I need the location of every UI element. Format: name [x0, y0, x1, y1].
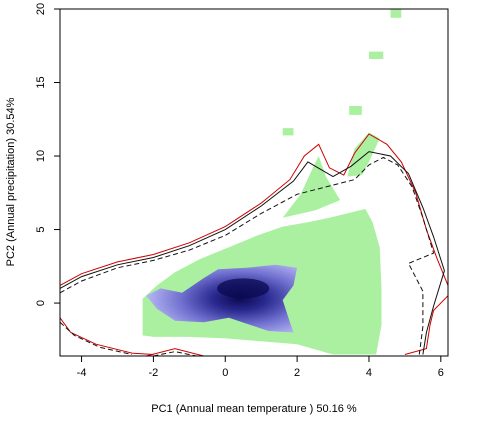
- contour-line-7: [153, 351, 197, 356]
- filled-region-2: [282, 156, 341, 218]
- x-tick-label-2: 2: [294, 367, 300, 379]
- contour-line-1: [60, 133, 448, 355]
- x-axis-label: PC1 (Annual mean temperature ) 50.16 %: [151, 403, 357, 415]
- filled-region-6: [369, 51, 384, 59]
- x-tick-label-0: 0: [222, 367, 228, 379]
- x-tick-label--4: -4: [77, 367, 87, 379]
- contour-lines: [60, 133, 448, 356]
- contour-line-4: [60, 317, 154, 355]
- density-peak: [217, 278, 270, 299]
- contour-line-3: [60, 156, 435, 355]
- x-tick-label-6: 6: [438, 367, 444, 379]
- y-tick-label-0: 0: [35, 300, 47, 306]
- x-tick-label-4: 4: [366, 367, 372, 379]
- y-tick-label-15: 15: [35, 76, 47, 88]
- filled-region-4: [282, 128, 294, 136]
- filled-region-7: [390, 9, 402, 18]
- filled-region-3: [347, 132, 380, 177]
- contour-line-6: [146, 348, 204, 356]
- plot-area: [60, 9, 448, 356]
- plot-frame: [59, 8, 449, 357]
- x-axis: -4 -2 0 2 4 6: [77, 356, 444, 379]
- y-tick-label-20: 20: [35, 3, 47, 15]
- x-tick-label--2: -2: [149, 367, 159, 379]
- contour-line-2: [60, 151, 445, 355]
- y-tick-label-10: 10: [35, 150, 47, 162]
- filled-region-5: [349, 106, 362, 115]
- y-axis: 0 5 10 15 20: [35, 3, 60, 306]
- y-tick-label-5: 5: [35, 226, 47, 232]
- density-core: [146, 264, 298, 333]
- contour-line-5: [60, 321, 133, 355]
- y-axis-label: PC2 (Annual precipitation) 30.54%: [5, 97, 17, 266]
